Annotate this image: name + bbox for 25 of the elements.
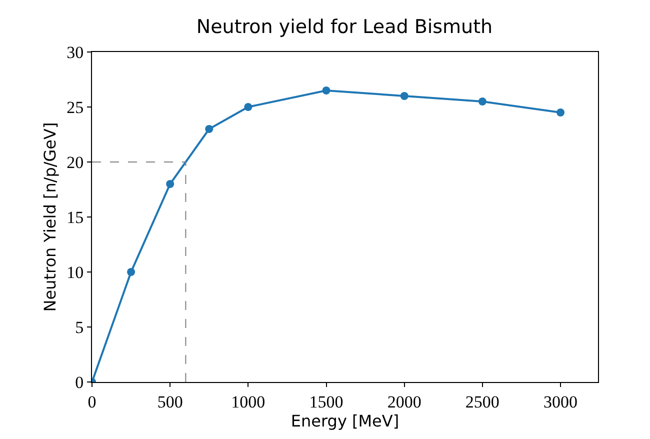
y-axis-title: Neutron Yield [n/p/GeV] [40,122,60,312]
x-tick-label: 1500 [309,392,344,412]
x-tick-label: 500 [157,392,183,412]
point [244,103,252,111]
x-tick-label: 1000 [231,392,266,412]
point [205,125,214,133]
point [556,108,565,116]
x-tick-label: 3000 [544,392,578,412]
x-tick-label: 2500 [465,392,500,412]
point [127,268,136,276]
x-tick-label: 2000 [387,392,422,412]
point [400,92,408,100]
y-tick-label: 25 [66,98,84,117]
chart-title: Neutron yield for Lead Bismuth [196,16,493,38]
y-tick-label: 5 [75,318,84,337]
y-tick-label: 30 [66,42,84,62]
y-tick-label: 10 [66,262,84,282]
x-tick-label: 0 [88,392,96,412]
point [322,86,330,94]
y-tick-label: 15 [66,208,84,227]
point [478,98,486,106]
y-tick-label: 20 [66,152,84,172]
y-tick-label: 0 [75,372,84,392]
point [166,180,174,188]
x-axis-title: Energy [MeV] [290,411,400,430]
